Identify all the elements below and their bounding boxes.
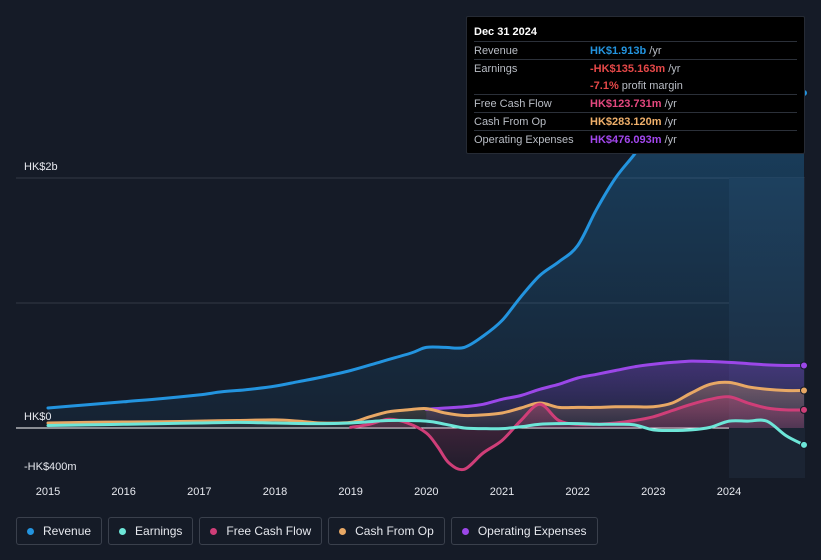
legend-item-revenue[interactable]: Revenue bbox=[16, 517, 103, 545]
legend: Revenue Earnings Free Cash Flow Cash From O… bbox=[16, 517, 598, 545]
legend-dot-icon bbox=[210, 527, 218, 535]
legend-label: Operating Expenses bbox=[477, 524, 587, 538]
tooltip-row-value: HK$123.731m bbox=[590, 97, 662, 110]
operating-expenses-end-point bbox=[800, 361, 808, 370]
data-tooltip: Dec 31 2024 Revenue HK$1.913b/yr Earnings -… bbox=[466, 16, 805, 154]
legend-label: Earnings bbox=[135, 524, 183, 538]
tooltip-date: Dec 31 2024 bbox=[474, 26, 537, 38]
legend-dot-icon bbox=[27, 527, 34, 535]
x-tick-label: 2024 bbox=[717, 486, 741, 498]
y-axis-label: HK$2b bbox=[24, 161, 58, 173]
x-tick-label: 2023 bbox=[641, 486, 665, 498]
legend-dot-icon bbox=[461, 527, 469, 535]
x-tick-label: 2018 bbox=[263, 486, 287, 498]
y-axis-label: -HK$400m bbox=[24, 461, 77, 473]
earnings-end-point bbox=[800, 440, 808, 449]
free-cash-flow-area bbox=[350, 396, 804, 470]
tooltip-row-unit: /yr bbox=[649, 44, 662, 57]
legend-item-earnings[interactable]: Earnings bbox=[108, 517, 194, 545]
tooltip-row-unit: profit margin bbox=[621, 79, 683, 92]
x-tick-label: 2022 bbox=[565, 486, 589, 498]
tooltip-row-unit: /yr bbox=[668, 62, 681, 75]
axis-label-layer: HK$2b HK$0 -HK$400m 2015 2016 2017 2018 2019 202… bbox=[24, 161, 741, 498]
tooltip-row-unit: /yr bbox=[664, 97, 677, 110]
tooltip-row: Revenue HK$1.913b/yr bbox=[474, 41, 797, 59]
x-tick-label: 2015 bbox=[36, 486, 60, 498]
cash-from-op-end-point bbox=[800, 386, 808, 395]
x-tick-label: 2021 bbox=[490, 486, 514, 498]
legend-label: Revenue bbox=[43, 524, 92, 538]
tooltip-row: -7.1% profit margin bbox=[474, 77, 797, 94]
line-layer bbox=[46, 87, 806, 472]
tooltip-row-label: Cash From Op bbox=[474, 115, 547, 128]
tooltip-row-label: Revenue bbox=[474, 44, 519, 57]
x-tick-label: 2016 bbox=[111, 486, 135, 498]
earnings-line bbox=[46, 418, 806, 447]
cash-from-op-area bbox=[48, 382, 804, 428]
legend-item-cash-from-op[interactable]: Cash From Op bbox=[328, 517, 445, 545]
tooltip-row-value: -7.1% bbox=[590, 79, 619, 92]
legend-dot-icon bbox=[339, 527, 347, 535]
area-layer bbox=[48, 89, 804, 470]
legend-item-free-cash-flow[interactable]: Free Cash Flow bbox=[199, 517, 323, 545]
tooltip-row: Operating Expenses HK$476.093m/yr bbox=[474, 130, 797, 148]
operating-expenses-line bbox=[424, 359, 806, 411]
tooltip-row: Free Cash Flow HK$123.731m/yr bbox=[474, 94, 797, 112]
tooltip-row: Cash From Op HK$283.120m/yr bbox=[474, 112, 797, 130]
y-axis-label: HK$0 bbox=[24, 411, 52, 423]
x-tick-label: 2017 bbox=[187, 486, 211, 498]
free-cash-flow-end-point bbox=[800, 405, 808, 414]
tooltip-row-unit: /yr bbox=[664, 133, 677, 146]
tooltip-row-label: Earnings bbox=[474, 62, 518, 75]
tooltip-row-label: Operating Expenses bbox=[474, 133, 574, 146]
legend-label: Cash From Op bbox=[355, 524, 434, 538]
legend-item-operating-expenses[interactable]: Operating Expenses bbox=[450, 517, 598, 545]
tooltip-row-unit: /yr bbox=[664, 115, 677, 128]
x-tick-label: 2020 bbox=[414, 486, 438, 498]
cash-from-op-line bbox=[46, 380, 806, 425]
tooltip-row-label: Free Cash Flow bbox=[474, 97, 552, 110]
tooltip-row-value: HK$1.913b bbox=[590, 44, 647, 57]
legend-label: Free Cash Flow bbox=[226, 524, 312, 538]
chart-area: HK$2b HK$0 -HK$400m 2015 2016 2017 2018 2019 202… bbox=[16, 87, 808, 498]
tooltip-row-value: -HK$135.163m bbox=[590, 62, 666, 75]
x-tick-label: 2019 bbox=[338, 486, 362, 498]
tooltip-row-value: HK$476.093m bbox=[590, 133, 662, 146]
tooltip-row-value: HK$283.120m bbox=[590, 115, 662, 128]
legend-dot-icon bbox=[119, 527, 127, 535]
revenue-area bbox=[48, 89, 804, 428]
tooltip-row: Earnings -HK$135.163m/yr bbox=[474, 59, 797, 77]
